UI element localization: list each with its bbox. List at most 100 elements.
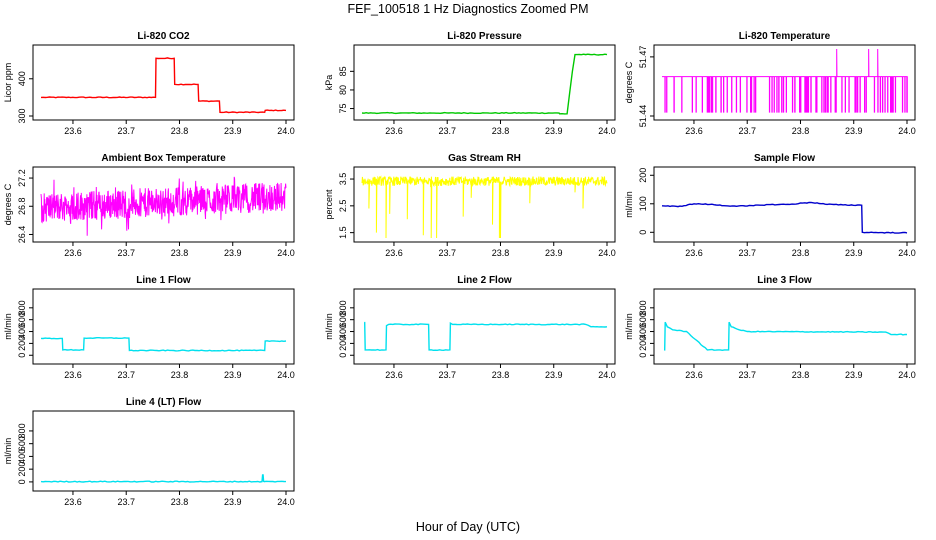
xtick-label-line-3-flow: 23.8 — [792, 370, 810, 380]
ylabel-li-820-co2: Licor ppm — [3, 63, 13, 103]
xtick-label-li-820-co2: 23.9 — [224, 126, 242, 136]
panel-li-820-co2: Li-820 CO2 Licor ppm 23.6 23.7 23.8 23.9 24.0 3… — [3, 31, 295, 136]
panel-title-ambient-box-temperature: Ambient Box Temperature — [101, 153, 226, 164]
ytick-label-gas-stream-rh: 3.5 — [338, 173, 348, 186]
xtick-label-line-2-flow: 24.0 — [598, 370, 616, 380]
xtick-label-line-1-flow: 24.0 — [277, 370, 295, 380]
xtick-label-li-820-co2: 23.6 — [64, 126, 82, 136]
ytick-label-line-3-flow: 400 — [638, 324, 648, 339]
series-group-line-2-flow — [364, 321, 608, 352]
ytick-label-line-2-flow: 0 — [338, 353, 348, 358]
ytick-label-li-820-pressure: 75 — [338, 104, 348, 114]
ylabel-li-820-pressure: kPa — [324, 75, 334, 91]
xtick-label-gas-stream-rh: 24.0 — [598, 248, 616, 258]
ylabel-sample-flow: ml/min — [624, 191, 634, 218]
series-line-line-1-flow — [40, 337, 287, 352]
panel-title-li-820-pressure: Li-820 Pressure — [447, 31, 522, 42]
ytick-label-line-2-flow: 800 — [338, 300, 348, 315]
ytick-label-line-2-flow: 400 — [338, 324, 348, 339]
ytick-label-ambient-box-temperature: 27.2 — [17, 169, 27, 187]
ytick-label-li-820-pressure: 80 — [338, 85, 348, 95]
xtick-label-line-1-flow: 23.6 — [64, 370, 82, 380]
xtick-label-li-820-temperature: 23.6 — [685, 126, 703, 136]
xtick-label-ambient-box-temperature: 23.7 — [117, 248, 135, 258]
xtick-label-li-820-temperature: 23.9 — [845, 126, 863, 136]
series-line-gas-stream-rh — [361, 175, 608, 239]
xtick-label-li-820-pressure: 23.8 — [492, 126, 510, 136]
ytick-label-line-4-lt-flow: 400 — [17, 449, 27, 464]
xtick-label-line-4-lt-flow: 23.7 — [117, 497, 135, 507]
ytick-label-line-4-lt-flow: 800 — [17, 423, 27, 438]
panel-ambient-box-temperature: Ambient Box Temperature degrees C 23.6 23.7… — [3, 153, 295, 258]
xtick-label-ambient-box-temperature: 24.0 — [277, 248, 295, 258]
plot-frame-line-1-flow — [32, 288, 295, 365]
xtick-label-sample-flow: 23.6 — [685, 248, 703, 258]
series-line-ambient-box-temperature — [40, 176, 287, 236]
xtick-label-ambient-box-temperature: 23.6 — [64, 248, 82, 258]
plot-frame-li-820-pressure — [353, 44, 616, 121]
ytick-label-line-1-flow: 800 — [17, 300, 27, 315]
panel-title-line-4-lt-flow: Line 4 (LT) Flow — [126, 397, 202, 408]
series-group-sample-flow — [661, 201, 908, 234]
panel-gas-stream-rh: Gas Stream RH percent 23.6 23.7 23.8 23.9 24.0… — [324, 153, 616, 258]
xtick-label-li-820-pressure: 23.9 — [545, 126, 563, 136]
series-group-li-820-pressure — [361, 53, 608, 115]
panel-title-sample-flow: Sample Flow — [754, 153, 815, 164]
series-group-gas-stream-rh — [361, 175, 608, 239]
ytick-label-line-4-lt-flow: 0 — [17, 479, 27, 484]
xtick-label-li-820-temperature: 24.0 — [898, 126, 916, 136]
series-line-line-3-flow — [664, 321, 907, 352]
panel-line-4-lt-flow: Line 4 (LT) Flow ml/min 23.6 23.7 23.8 23.9 24… — [3, 397, 295, 507]
panel-line-3-flow: Line 3 Flow ml/min 23.6 23.7 23.8 23.9 24.0 0 20… — [624, 275, 916, 380]
panel-sample-flow: Sample Flow ml/min 23.6 23.7 23.8 23.9 24.0 0 10… — [624, 153, 916, 258]
ytick-label-line-1-flow: 200 — [17, 336, 27, 351]
xtick-label-line-3-flow: 23.7 — [738, 370, 756, 380]
series-line-sample-flow — [661, 201, 908, 234]
series-line-line-4-lt-flow — [40, 474, 287, 483]
series-group-line-1-flow — [40, 337, 287, 352]
xtick-label-sample-flow: 23.8 — [792, 248, 810, 258]
xtick-label-li-820-pressure: 23.7 — [438, 126, 456, 136]
panel-title-li-820-temperature: Li-820 Temperature — [739, 31, 831, 42]
xtick-label-li-820-temperature: 23.8 — [792, 126, 810, 136]
ytick-label-ambient-box-temperature: 26.4 — [17, 226, 27, 244]
xtick-label-gas-stream-rh: 23.8 — [492, 248, 510, 258]
ytick-label-li-820-temperature: 51.44 — [638, 105, 648, 128]
series-line-li-820-pressure — [361, 53, 608, 115]
xtick-label-line-2-flow: 23.6 — [385, 370, 403, 380]
ytick-label-line-1-flow: 600 — [17, 312, 27, 327]
xtick-label-ambient-box-temperature: 23.9 — [224, 248, 242, 258]
plot-frame-line-2-flow — [353, 288, 616, 365]
panel-line-1-flow: Line 1 Flow ml/min 23.6 23.7 23.8 23.9 24.0 0 20… — [3, 275, 295, 380]
ytick-label-sample-flow: 100 — [638, 196, 648, 211]
plot-frame-li-820-temperature — [653, 44, 916, 121]
xtick-label-line-3-flow: 23.9 — [845, 370, 863, 380]
plot-frame-li-820-co2 — [32, 44, 295, 121]
panel-title-line-2-flow: Line 2 Flow — [457, 275, 512, 286]
xtick-label-li-820-temperature: 23.7 — [738, 126, 756, 136]
ytick-label-gas-stream-rh: 2.5 — [338, 200, 348, 213]
ylabel-line-3-flow: ml/min — [624, 313, 634, 340]
figure-xlabel: Hour of Day (UTC) — [416, 520, 520, 534]
xtick-label-line-1-flow: 23.9 — [224, 370, 242, 380]
panel-title-line-1-flow: Line 1 Flow — [136, 275, 191, 286]
ytick-label-sample-flow: 0 — [638, 230, 648, 235]
panel-title-li-820-co2: Li-820 CO2 — [137, 31, 190, 42]
series-group-line-4-lt-flow — [40, 474, 287, 483]
ytick-label-li-820-temperature: 51.47 — [638, 46, 648, 69]
plot-frame-gas-stream-rh — [353, 166, 616, 243]
xtick-label-li-820-co2: 23.8 — [171, 126, 189, 136]
xtick-label-gas-stream-rh: 23.6 — [385, 248, 403, 258]
ylabel-gas-stream-rh: percent — [324, 189, 334, 220]
panels: Li-820 CO2 Licor ppm 23.6 23.7 23.8 23.9 24.0 3… — [3, 31, 916, 507]
panel-li-820-temperature: Li-820 Temperature degrees C 23.6 23.7 23.8 2… — [624, 31, 916, 136]
ylabel-line-1-flow: ml/min — [3, 313, 13, 340]
xtick-label-line-4-lt-flow: 23.6 — [64, 497, 82, 507]
ytick-label-line-3-flow: 600 — [638, 312, 648, 327]
ytick-label-line-3-flow: 200 — [638, 336, 648, 351]
ytick-label-li-820-pressure: 85 — [338, 66, 348, 76]
plot-frame-sample-flow — [653, 166, 916, 243]
ylabel-line-2-flow: ml/min — [324, 313, 334, 340]
xtick-label-line-4-lt-flow: 24.0 — [277, 497, 295, 507]
